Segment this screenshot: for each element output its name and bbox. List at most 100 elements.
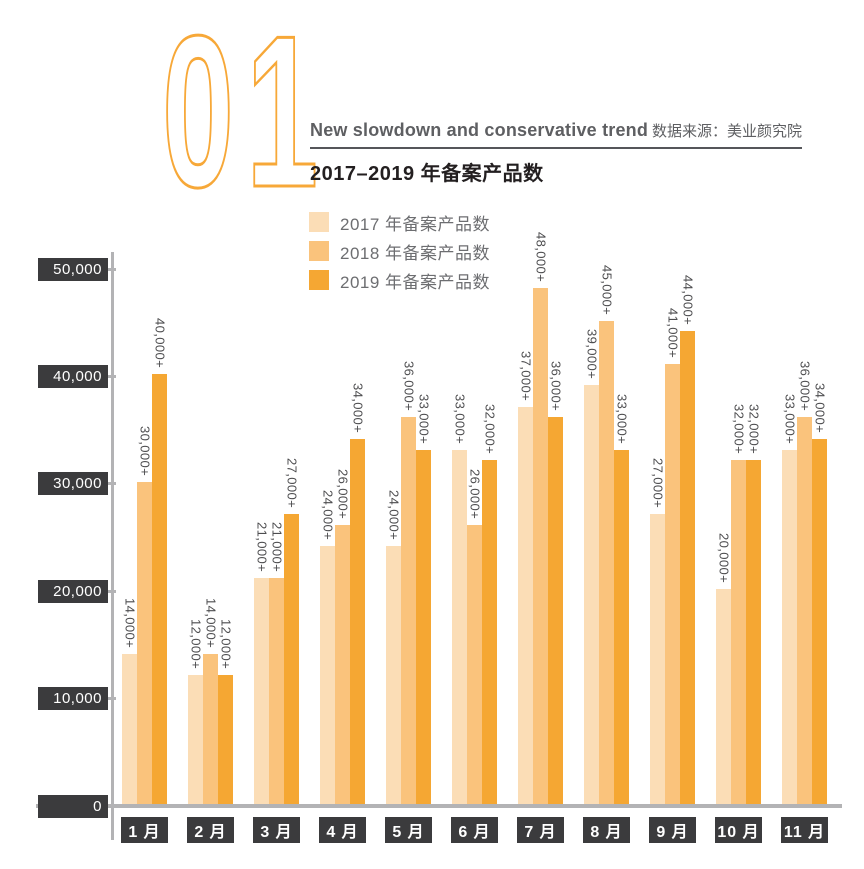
x-axis-label-month-8: 8 月 <box>583 817 630 843</box>
y-tick-mark <box>100 589 116 593</box>
bar-2018-month-10 <box>731 460 746 804</box>
legend-label-2018: 2018 年备案产品数 <box>340 243 491 263</box>
bar-value-label-2019-month-9: 44,000+ <box>680 274 696 325</box>
legend-swatch-2019 <box>309 270 329 290</box>
bar-2018-month-5 <box>401 417 416 804</box>
bar-2018-month-7 <box>533 288 548 804</box>
x-axis-label-month-2: 2 月 <box>187 817 234 843</box>
subtitle-english: New slowdown and conservative trend <box>310 120 649 140</box>
bar-value-label-2017-month-1: 14,000+ <box>122 597 138 648</box>
legend-swatch-2018 <box>309 241 329 261</box>
y-axis-label: 20,000 <box>38 579 108 603</box>
bar-2018-month-1 <box>137 482 152 804</box>
bar-value-label-2017-month-5: 24,000+ <box>386 489 402 540</box>
bar-value-label-2017-month-11: 33,000+ <box>782 393 798 444</box>
legend: 2017 年备案产品数 2018 年备案产品数 2019 年备案产品数 <box>309 212 490 299</box>
chart-title: 2017–2019 年备案产品数 <box>310 163 544 185</box>
bar-2018-month-3 <box>269 578 284 804</box>
bar-2018-month-2 <box>203 654 218 804</box>
bar-value-label-2018-month-3: 21,000+ <box>269 521 285 572</box>
bar-value-label-2018-month-4: 26,000+ <box>335 468 351 519</box>
y-axis-line <box>111 252 114 840</box>
bar-value-label-2019-month-5: 33,000+ <box>416 393 432 444</box>
bar-2017-month-10 <box>716 589 731 804</box>
bar-2017-month-9 <box>650 514 665 804</box>
y-tick-mark <box>100 804 116 808</box>
legend-swatch-2017 <box>309 212 329 232</box>
x-axis-label-month-1: 1 月 <box>121 817 168 843</box>
bar-2018-month-6 <box>467 525 482 804</box>
y-axis-label: 10,000 <box>38 687 108 711</box>
bar-value-label-2019-month-10: 32,000+ <box>746 403 762 454</box>
bar-value-label-2018-month-5: 36,000+ <box>401 360 417 411</box>
bar-2017-month-11 <box>782 450 797 804</box>
bar-value-label-2017-month-4: 24,000+ <box>320 489 336 540</box>
bar-2017-month-6 <box>452 450 467 804</box>
bar-2019-month-11 <box>812 439 827 804</box>
bar-value-label-2018-month-8: 45,000+ <box>599 264 615 315</box>
x-axis-label-month-5: 5 月 <box>385 817 432 843</box>
header-row: New slowdown and conservative trend 数据来源… <box>310 120 802 141</box>
bar-value-label-2019-month-4: 34,000+ <box>350 382 366 433</box>
data-source-label: 数据来源：美业颜究院 <box>651 123 802 140</box>
bar-value-label-2019-month-1: 40,000+ <box>152 317 168 368</box>
chart-header: New slowdown and conservative trend 数据来源… <box>310 120 802 186</box>
y-tick-mark <box>100 482 116 486</box>
bar-2019-month-1 <box>152 374 167 804</box>
bar-value-label-2019-month-7: 36,000+ <box>548 360 564 411</box>
legend-label-2019: 2019 年备案产品数 <box>340 272 491 292</box>
bar-2017-month-1 <box>122 654 137 804</box>
bar-value-label-2018-month-2: 14,000+ <box>203 597 219 648</box>
bar-2019-month-5 <box>416 450 431 804</box>
bar-value-label-2018-month-10: 32,000+ <box>731 403 747 454</box>
y-axis-label: 30,000 <box>38 472 108 496</box>
x-axis-label-month-9: 9 月 <box>649 817 696 843</box>
x-axis-line <box>36 804 842 808</box>
bar-2017-month-5 <box>386 546 401 804</box>
bar-value-label-2017-month-6: 33,000+ <box>452 393 468 444</box>
bar-2018-month-11 <box>797 417 812 804</box>
bar-value-label-2018-month-7: 48,000+ <box>533 231 549 282</box>
y-tick-mark <box>100 267 116 271</box>
bar-2018-month-4 <box>335 525 350 804</box>
bar-value-label-2019-month-2: 12,000+ <box>218 618 234 669</box>
bar-value-label-2017-month-9: 27,000+ <box>650 457 666 508</box>
bar-value-label-2017-month-7: 37,000+ <box>518 350 534 401</box>
header-divider <box>310 147 802 149</box>
bar-value-label-2018-month-6: 26,000+ <box>467 468 483 519</box>
bar-2019-month-2 <box>218 675 233 804</box>
x-axis-label-month-4: 4 月 <box>319 817 366 843</box>
bar-value-label-2018-month-1: 30,000+ <box>137 425 153 476</box>
bar-value-label-2019-month-11: 34,000+ <box>812 382 828 433</box>
bar-2017-month-7 <box>518 407 533 804</box>
bar-2019-month-7 <box>548 417 563 804</box>
y-axis-label: 50,000 <box>38 257 108 281</box>
bar-2019-month-4 <box>350 439 365 804</box>
bar-2019-month-10 <box>746 460 761 804</box>
y-axis-label: 40,000 <box>38 364 108 388</box>
bar-value-label-2017-month-3: 21,000+ <box>254 521 270 572</box>
legend-label-2017: 2017 年备案产品数 <box>340 214 491 234</box>
bar-2019-month-8 <box>614 450 629 804</box>
x-axis-label-month-7: 7 月 <box>517 817 564 843</box>
bar-2019-month-3 <box>284 514 299 804</box>
bar-2017-month-2 <box>188 675 203 804</box>
bar-2018-month-8 <box>599 321 614 804</box>
bar-2017-month-4 <box>320 546 335 804</box>
legend-item-2018: 2018 年备案产品数 <box>309 241 491 263</box>
bar-2019-month-9 <box>680 331 695 804</box>
bar-value-label-2018-month-11: 36,000+ <box>797 360 813 411</box>
bar-value-label-2019-month-3: 27,000+ <box>284 457 300 508</box>
bar-value-label-2017-month-8: 39,000+ <box>584 328 600 379</box>
x-axis-label-month-3: 3 月 <box>253 817 300 843</box>
bar-value-label-2018-month-9: 41,000+ <box>665 307 681 358</box>
x-axis-label-month-11: 11 月 <box>781 817 828 843</box>
bar-2017-month-8 <box>584 385 599 804</box>
bar-value-label-2019-month-6: 32,000+ <box>482 403 498 454</box>
y-tick-mark <box>100 697 116 701</box>
bar-value-label-2017-month-10: 20,000+ <box>716 532 732 583</box>
bar-value-label-2017-month-2: 12,000+ <box>188 618 204 669</box>
bar-2017-month-3 <box>254 578 269 804</box>
